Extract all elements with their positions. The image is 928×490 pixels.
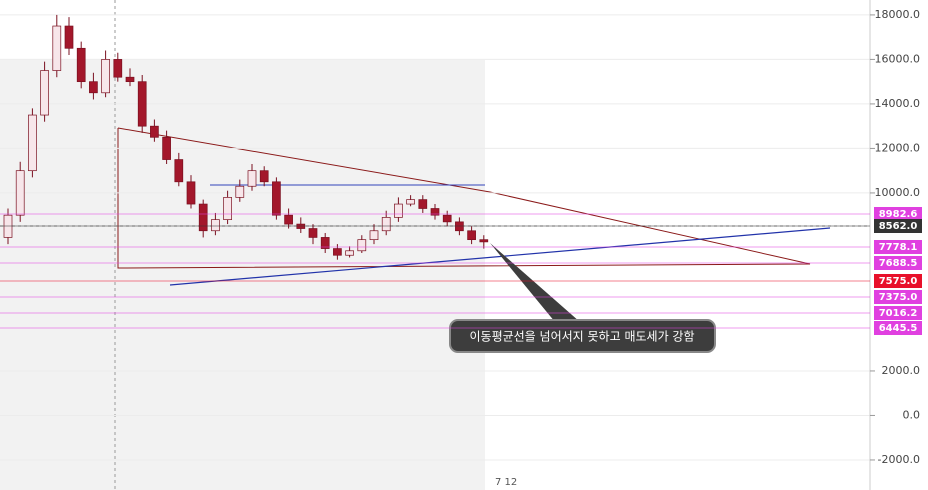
- candle-body: [467, 230, 476, 241]
- candle-body: [223, 197, 232, 220]
- candle-body: [442, 214, 452, 223]
- candle-body: [52, 25, 62, 71]
- y-tick-label: 18000.0: [875, 8, 921, 21]
- trend-triangle: [117, 127, 811, 269]
- candle-body: [406, 199, 415, 205]
- price-label: 7016.2: [879, 308, 918, 319]
- candle-body: [247, 170, 257, 187]
- price-label-box: [874, 240, 922, 254]
- price-label: 7688.5: [879, 258, 918, 269]
- price-label-box: [874, 306, 922, 320]
- y-tick-label: 10000.0: [875, 186, 921, 199]
- candle-body: [40, 70, 49, 116]
- candle-body: [150, 125, 159, 138]
- price-label-box: [874, 321, 922, 335]
- candle-body: [137, 81, 147, 127]
- candle-body: [186, 181, 196, 205]
- price-label-box: [874, 290, 922, 304]
- candle-body: [162, 136, 171, 160]
- candle-body: [272, 181, 281, 216]
- trend-line: [169, 227, 831, 286]
- price-label-box: [874, 219, 922, 233]
- price-label: 8562.0: [879, 221, 918, 232]
- y-tick-label: 0.0: [903, 408, 921, 421]
- price-label: 7375.0: [879, 292, 918, 303]
- price-label: 6445.5: [879, 323, 918, 334]
- price-label: 8982.6: [879, 209, 918, 220]
- candle-body: [125, 76, 135, 83]
- candle-body: [113, 59, 123, 78]
- price-label: 7575.0: [879, 276, 918, 287]
- candle-body: [333, 248, 342, 256]
- candle-body: [64, 25, 74, 49]
- candle-body: [198, 203, 208, 232]
- candle-body: [15, 170, 25, 216]
- candle-body: [76, 47, 86, 83]
- y-tick-label: 16000.0: [875, 52, 921, 65]
- candle-body: [418, 199, 428, 209]
- candle-body: [308, 228, 318, 238]
- y-tick-label: 2000.0: [882, 364, 921, 377]
- price-label-box: [874, 274, 922, 288]
- corner-note: 7 12: [495, 477, 517, 488]
- candle-body: [430, 208, 440, 216]
- candle-body: [174, 159, 184, 183]
- shade-band: [0, 60, 485, 490]
- y-tick-label: 14000.0: [875, 97, 921, 110]
- callout-text: 이동평균선을 넘어서지 못하고 매도세가 강함: [469, 330, 694, 344]
- candle-body: [357, 239, 367, 252]
- y-tick-label: -2000.0: [878, 453, 920, 466]
- y-tick-label: 12000.0: [875, 141, 921, 154]
- candle-body: [259, 170, 269, 183]
- price-label-box: [874, 207, 922, 221]
- candle-body: [101, 59, 110, 94]
- candle-body: [369, 230, 379, 241]
- candle-body: [394, 203, 403, 218]
- candle-body: [284, 214, 293, 225]
- candle-body: [89, 81, 98, 94]
- candle-body: [479, 239, 489, 243]
- candle-body: [345, 250, 354, 256]
- price-label-box: [874, 256, 922, 270]
- price-label: 7778.1: [879, 242, 918, 253]
- candle-body: [381, 217, 391, 232]
- candle-body: [235, 185, 245, 198]
- candle-body: [320, 237, 330, 249]
- candle-body: [28, 114, 37, 172]
- candle-body: [211, 219, 220, 232]
